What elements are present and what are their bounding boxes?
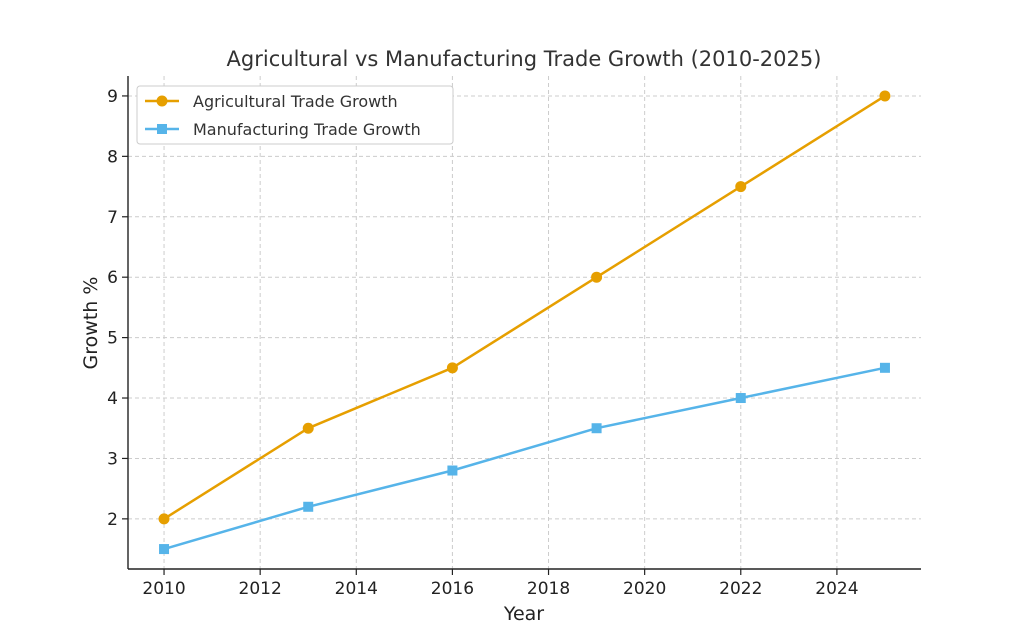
y-tick-label: 7 <box>107 208 118 228</box>
x-tick-label: 2018 <box>527 579 570 599</box>
x-tick-label: 2012 <box>239 579 282 599</box>
x-axis-title: Year <box>503 603 544 625</box>
x-tick-label: 2010 <box>142 579 185 599</box>
legend-label-0: Agricultural Trade Growth <box>193 92 398 111</box>
series-layer <box>158 90 891 555</box>
y-tick-label: 5 <box>107 329 118 349</box>
data-point-circle <box>591 271 603 283</box>
y-tick-label: 2 <box>107 510 118 530</box>
legend-box <box>136 85 454 145</box>
y-tick-label: 3 <box>107 449 118 469</box>
legend: Agricultural Trade Growth Manufacturing T… <box>136 85 454 145</box>
data-point-square <box>447 465 458 476</box>
data-point-circle <box>302 422 314 434</box>
legend-marker-square <box>157 124 167 134</box>
x-tick-label: 2024 <box>815 579 858 599</box>
series-line-1 <box>163 366 886 551</box>
x-tick-label: 2014 <box>335 579 378 599</box>
x-tick-label: 2020 <box>623 579 666 599</box>
data-point-square <box>879 362 890 373</box>
x-tick-label: 2022 <box>719 579 762 599</box>
data-point-circle <box>879 90 891 102</box>
legend-label-1: Manufacturing Trade Growth <box>193 120 421 139</box>
y-tick-label: 6 <box>107 268 118 288</box>
data-point-square <box>591 423 602 434</box>
series-line-0 <box>163 94 886 520</box>
data-point-circle <box>735 181 747 193</box>
data-point-square <box>159 544 170 555</box>
legend-marker-circle <box>156 95 168 107</box>
data-point-circle <box>158 513 170 525</box>
y-tick-label: 8 <box>107 147 118 167</box>
chart-title: Agricultural vs Manufacturing Trade Grow… <box>227 47 822 71</box>
axes: 2010 2012 2014 2016 2018 2020 2022 2024 2 3 4 5 6 7 8 9 <box>107 76 921 599</box>
data-point-square <box>303 501 314 512</box>
data-point-circle <box>446 362 458 374</box>
data-point-square <box>735 393 746 404</box>
x-tick-label: 2016 <box>431 579 474 599</box>
y-tick-label: 9 <box>107 87 118 107</box>
grid <box>128 76 921 569</box>
y-axis-title: Growth % <box>80 277 102 370</box>
y-tick-label: 4 <box>107 389 118 409</box>
